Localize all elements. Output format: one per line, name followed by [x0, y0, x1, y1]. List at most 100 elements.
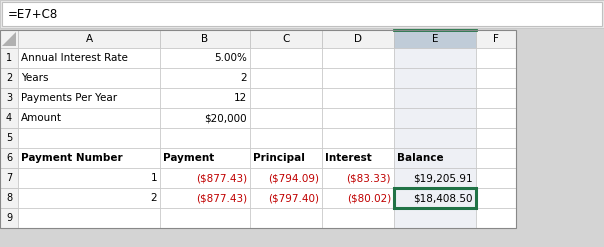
Bar	[18, 128, 160, 148]
Text: 12: 12	[234, 93, 247, 103]
Bar	[160, 168, 250, 188]
Bar	[0, 188, 18, 208]
Bar	[476, 148, 516, 168]
Bar	[160, 88, 250, 108]
Bar	[160, 148, 250, 168]
Bar	[322, 48, 394, 68]
Bar	[250, 88, 322, 108]
Text: $20,000: $20,000	[204, 113, 247, 123]
Bar	[0, 88, 18, 108]
Bar	[322, 148, 394, 168]
Bar	[160, 188, 250, 208]
Bar	[476, 168, 516, 188]
Bar	[394, 30, 476, 48]
Bar	[476, 48, 516, 68]
Bar	[476, 188, 516, 208]
Text: ($877.43): ($877.43)	[196, 173, 247, 183]
Bar	[0, 208, 18, 228]
Text: ($80.02): ($80.02)	[347, 193, 391, 203]
Text: 2: 2	[240, 73, 247, 83]
Text: 5.00%: 5.00%	[214, 53, 247, 63]
Bar	[322, 208, 394, 228]
Bar	[0, 30, 516, 228]
Text: Payments Per Year: Payments Per Year	[21, 93, 117, 103]
Bar	[476, 128, 516, 148]
Text: Annual Interest Rate: Annual Interest Rate	[21, 53, 128, 63]
Bar	[322, 68, 394, 88]
Text: 5: 5	[6, 133, 12, 143]
Bar	[18, 188, 160, 208]
Bar	[0, 108, 18, 128]
Text: 1: 1	[150, 173, 157, 183]
Bar	[250, 188, 322, 208]
Bar	[322, 108, 394, 128]
Bar	[250, 108, 322, 128]
Bar	[0, 68, 18, 88]
Bar	[160, 208, 250, 228]
Bar	[18, 88, 160, 108]
Bar	[160, 68, 250, 88]
Text: ($877.43): ($877.43)	[196, 193, 247, 203]
Bar	[250, 128, 322, 148]
Bar	[160, 108, 250, 128]
Bar	[394, 188, 476, 208]
Text: $18,408.50: $18,408.50	[414, 193, 473, 203]
Bar	[476, 208, 516, 228]
Text: ($83.33): ($83.33)	[347, 173, 391, 183]
Bar	[250, 30, 322, 48]
Bar	[18, 168, 160, 188]
Bar	[476, 68, 516, 88]
Text: Payment: Payment	[163, 153, 214, 163]
Bar	[250, 168, 322, 188]
Text: Years: Years	[21, 73, 48, 83]
Bar	[394, 128, 476, 148]
Text: Amount: Amount	[21, 113, 62, 123]
Text: ($797.40): ($797.40)	[268, 193, 319, 203]
Bar	[0, 168, 18, 188]
Text: E: E	[432, 34, 439, 44]
Bar	[394, 188, 476, 208]
Bar	[476, 108, 516, 128]
Bar	[394, 208, 476, 228]
Polygon shape	[2, 32, 16, 46]
Bar	[476, 30, 516, 48]
Bar	[18, 30, 160, 48]
Bar	[322, 128, 394, 148]
Text: 3: 3	[6, 93, 12, 103]
Bar	[250, 148, 322, 168]
Bar	[394, 108, 476, 128]
Text: Payment Number: Payment Number	[21, 153, 123, 163]
Bar	[18, 148, 160, 168]
Bar	[394, 148, 476, 168]
Bar	[0, 30, 18, 48]
Text: ($794.09): ($794.09)	[268, 173, 319, 183]
Text: 2: 2	[150, 193, 157, 203]
Bar	[250, 48, 322, 68]
Bar	[322, 30, 394, 48]
Bar	[394, 168, 476, 188]
Bar	[394, 88, 476, 108]
Text: 6: 6	[6, 153, 12, 163]
Text: C: C	[282, 34, 290, 44]
Text: B: B	[202, 34, 208, 44]
Bar	[18, 108, 160, 128]
Bar	[476, 88, 516, 108]
Bar	[0, 48, 18, 68]
Text: 9: 9	[6, 213, 12, 223]
Text: 7: 7	[6, 173, 12, 183]
Bar	[160, 30, 250, 48]
Bar	[0, 128, 18, 148]
Bar	[322, 188, 394, 208]
Text: 4: 4	[6, 113, 12, 123]
Text: A: A	[85, 34, 92, 44]
Bar	[2, 2, 602, 26]
Bar	[322, 168, 394, 188]
Bar	[0, 0, 604, 28]
Text: =E7+C8: =E7+C8	[8, 7, 58, 21]
Bar	[394, 48, 476, 68]
Text: D: D	[354, 34, 362, 44]
Text: $19,205.91: $19,205.91	[413, 173, 473, 183]
Bar	[0, 148, 18, 168]
Text: 8: 8	[6, 193, 12, 203]
Text: 1: 1	[6, 53, 12, 63]
